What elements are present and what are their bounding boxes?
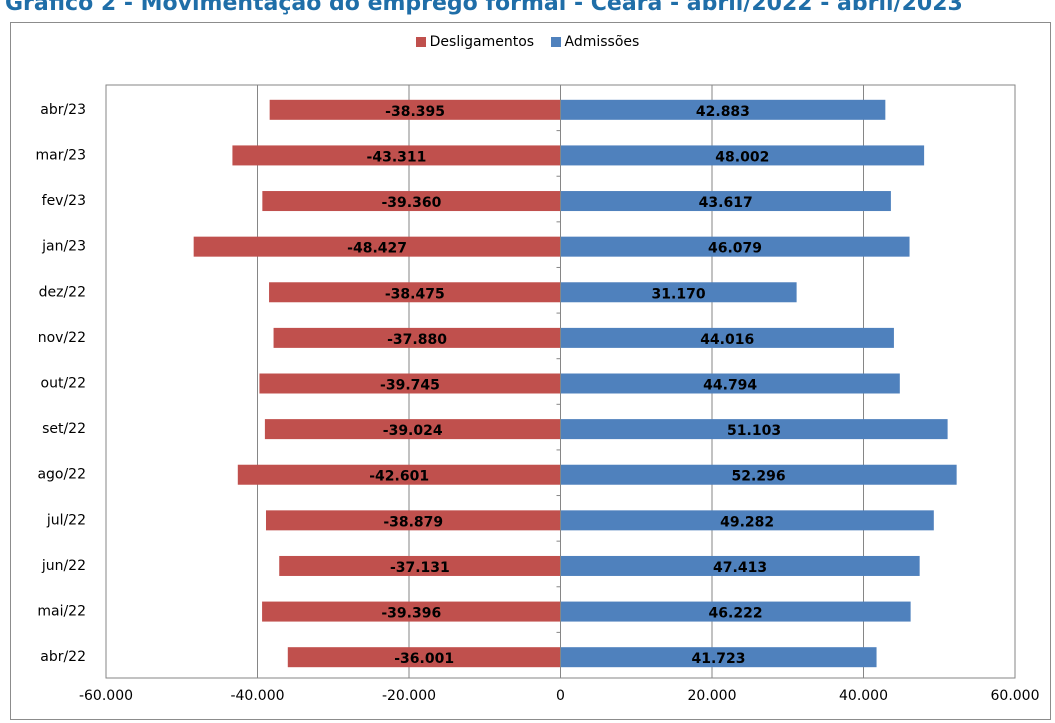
legend-swatch-admissoes bbox=[550, 37, 561, 47]
y-tick-label: jul/22 bbox=[46, 512, 86, 528]
data-label: -37.880 bbox=[387, 332, 447, 348]
data-label: 41.723 bbox=[692, 651, 746, 667]
bar-desligamentos bbox=[265, 510, 561, 531]
x-tick-label: 40.000 bbox=[839, 688, 888, 704]
bar-desligamentos bbox=[279, 555, 561, 576]
bar-desligamentos bbox=[287, 647, 561, 668]
x-tick-label: -40.000 bbox=[230, 688, 284, 704]
data-label: -38.395 bbox=[385, 104, 445, 120]
y-tick-label: fev/23 bbox=[42, 193, 86, 209]
bar-admissoes bbox=[560, 555, 920, 576]
data-label: 44.016 bbox=[700, 332, 754, 348]
bar-admissoes bbox=[560, 145, 925, 166]
bar-admissoes bbox=[560, 191, 891, 212]
y-tick-label: mai/22 bbox=[37, 604, 86, 620]
y-tick-label: out/22 bbox=[41, 376, 86, 392]
bar-admissoes bbox=[560, 510, 934, 531]
data-label: -38.879 bbox=[383, 514, 443, 530]
x-tick-label: 60.000 bbox=[991, 688, 1040, 704]
bar-admissoes bbox=[560, 327, 894, 348]
y-tick-label: ago/22 bbox=[37, 467, 86, 483]
data-label: 52.296 bbox=[732, 469, 786, 485]
bar-admissoes bbox=[560, 99, 886, 120]
x-tick-label: -60.000 bbox=[79, 688, 133, 704]
data-label: -39.396 bbox=[381, 606, 441, 622]
y-tick-label: jun/22 bbox=[41, 558, 86, 574]
data-label: -42.601 bbox=[369, 469, 429, 485]
bar-desligamentos bbox=[269, 282, 561, 303]
bar-desligamentos bbox=[237, 464, 561, 485]
bar-admissoes bbox=[560, 373, 900, 394]
bar-desligamentos bbox=[262, 191, 561, 212]
chart-title: Gráfico 2 - Movimentação do emprego form… bbox=[5, 0, 963, 16]
bar-admissoes bbox=[560, 647, 877, 668]
data-label: 51.103 bbox=[727, 423, 781, 439]
data-label: -38.475 bbox=[385, 286, 445, 302]
bar-desligamentos bbox=[193, 236, 561, 257]
data-label: 31.170 bbox=[652, 286, 706, 302]
data-label: 42.883 bbox=[696, 104, 750, 120]
y-tick-label: nov/22 bbox=[38, 330, 86, 346]
bar-desligamentos bbox=[259, 373, 561, 394]
bar-desligamentos bbox=[232, 145, 561, 166]
data-label: 47.413 bbox=[713, 560, 767, 576]
bar-desligamentos bbox=[273, 327, 561, 348]
data-label: 48.002 bbox=[715, 149, 769, 165]
y-tick-label: mar/23 bbox=[35, 147, 86, 163]
x-tick-label: 0 bbox=[556, 688, 565, 704]
legend-swatch-desligamentos bbox=[415, 37, 426, 47]
bar-admissoes bbox=[560, 282, 797, 303]
legend-label-admissoes: Admissões bbox=[564, 34, 640, 50]
data-label: -37.131 bbox=[390, 560, 450, 576]
bar-desligamentos bbox=[262, 601, 561, 622]
data-label: -39.745 bbox=[380, 378, 440, 394]
y-tick-label: dez/22 bbox=[39, 284, 86, 300]
bar-desligamentos bbox=[264, 419, 561, 440]
y-tick-label: abr/22 bbox=[40, 649, 86, 665]
data-label: 46.079 bbox=[708, 241, 762, 257]
data-label: -48.427 bbox=[347, 241, 407, 257]
data-label: -36.001 bbox=[394, 651, 454, 667]
x-tick-label: 20.000 bbox=[688, 688, 737, 704]
bar-admissoes bbox=[560, 236, 910, 257]
chart-legend: Desligamentos Admissões bbox=[0, 34, 1055, 51]
legend-label-desligamentos: Desligamentos bbox=[429, 34, 535, 50]
legend-item-desligamentos: Desligamentos bbox=[415, 34, 535, 50]
data-label: -39.360 bbox=[382, 195, 442, 211]
data-label: 49.282 bbox=[720, 514, 774, 530]
data-label: -43.311 bbox=[367, 149, 427, 165]
y-tick-label: jan/23 bbox=[41, 239, 86, 255]
data-label: 43.617 bbox=[699, 195, 753, 211]
y-tick-label: abr/23 bbox=[40, 102, 86, 118]
data-label: -39.024 bbox=[383, 423, 443, 439]
data-label: 46.222 bbox=[709, 606, 763, 622]
x-tick-label: -20.000 bbox=[382, 688, 436, 704]
bar-admissoes bbox=[560, 419, 948, 440]
data-label: 44.794 bbox=[703, 378, 757, 394]
bar-admissoes bbox=[560, 464, 957, 485]
legend-item-admissoes: Admissões bbox=[550, 34, 640, 50]
y-tick-label: set/22 bbox=[42, 421, 86, 437]
bar-desligamentos bbox=[269, 99, 561, 120]
bar-admissoes bbox=[560, 601, 911, 622]
